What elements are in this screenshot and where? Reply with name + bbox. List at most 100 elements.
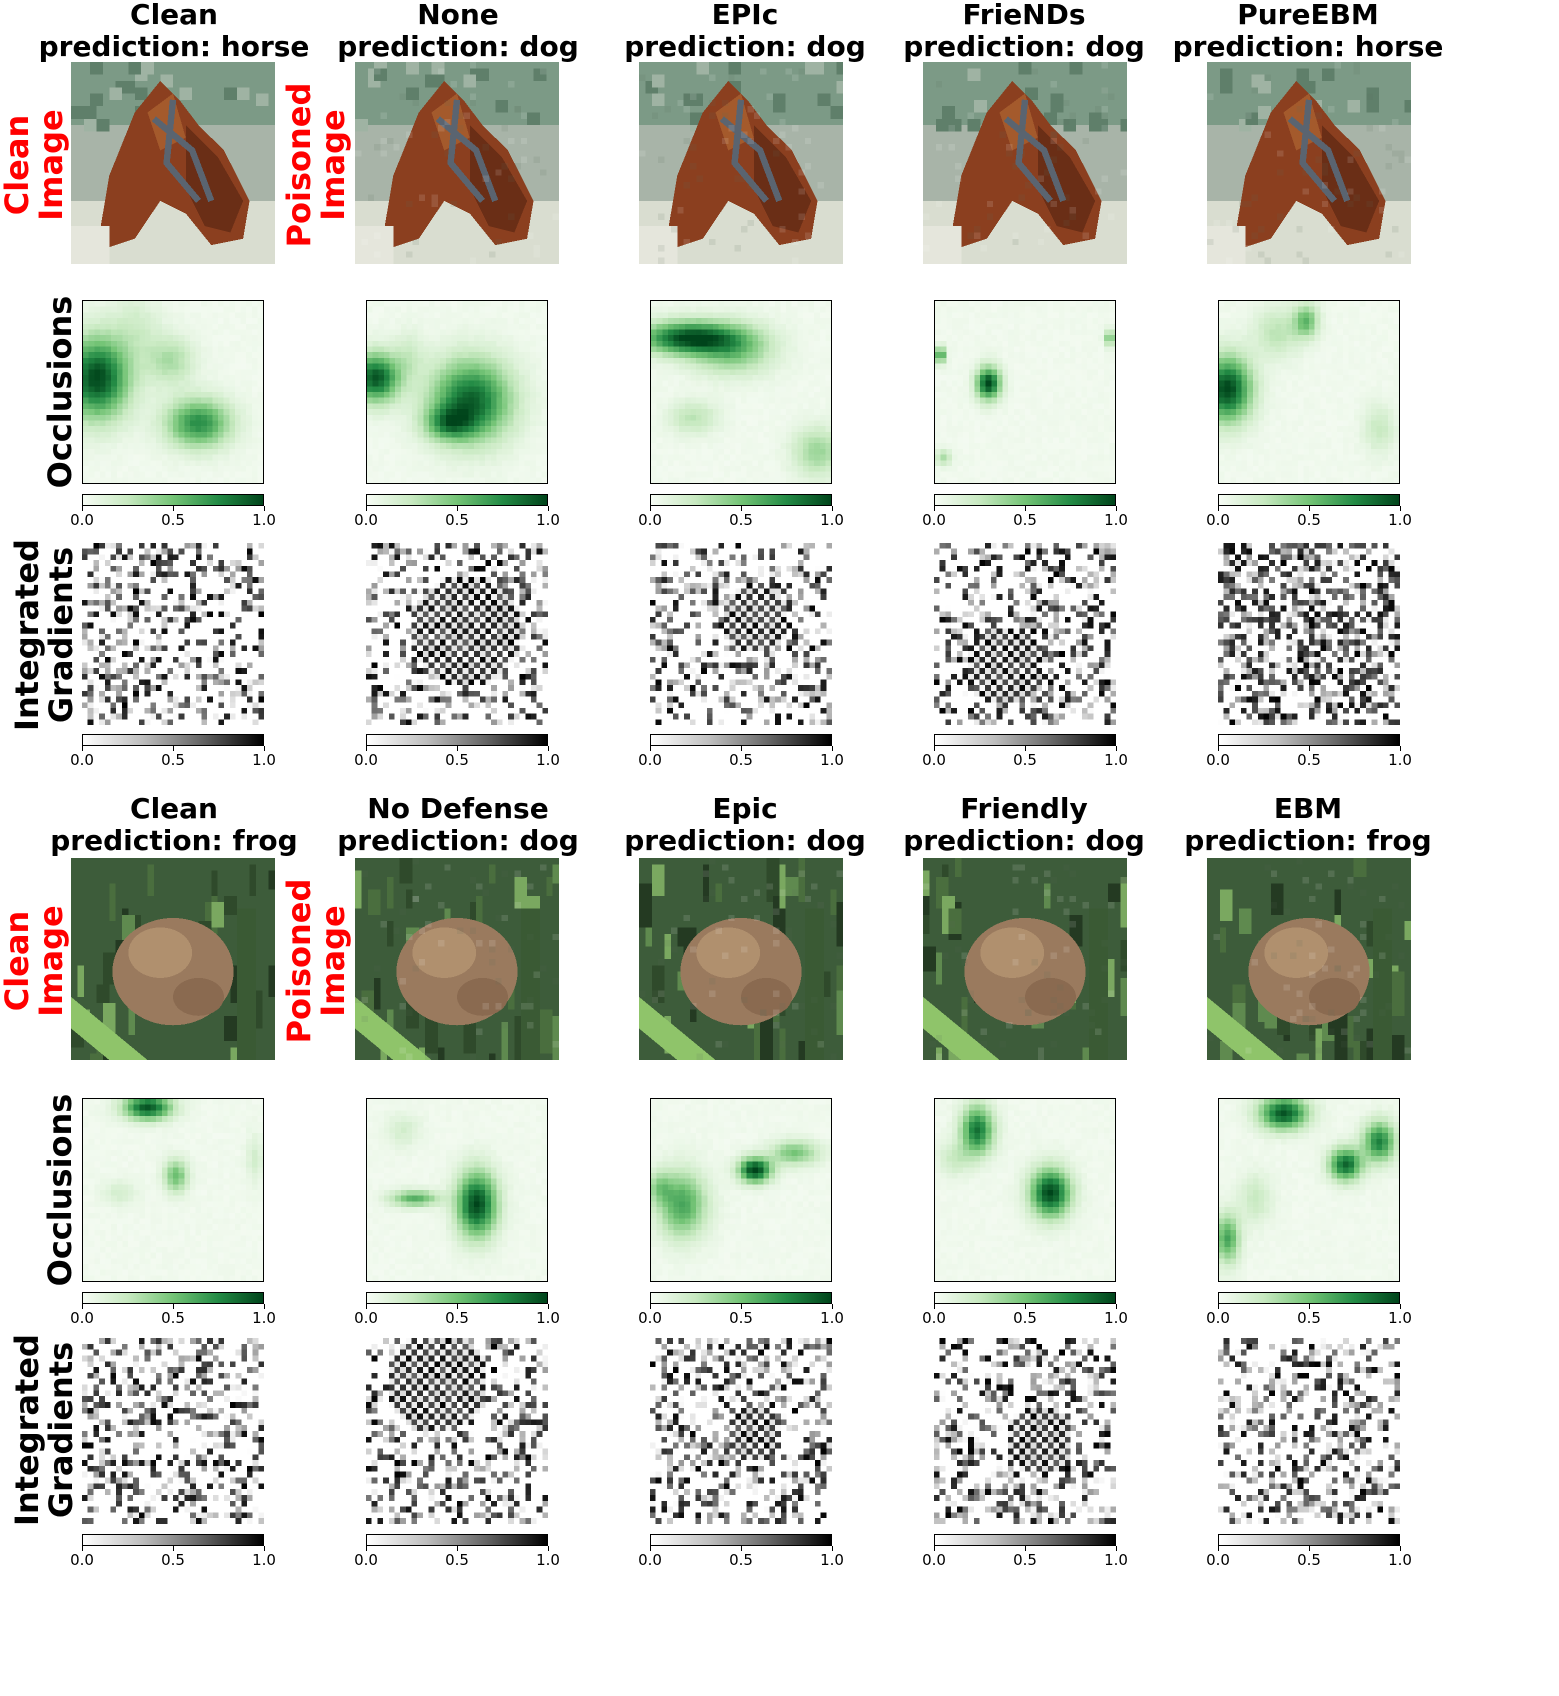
occlusion-heatmap	[1218, 1098, 1400, 1282]
colorbar-occlusions-1-3	[650, 494, 832, 506]
colorbar-ig-1-4	[934, 734, 1116, 746]
colorbar-tick-mark	[547, 506, 549, 511]
colorbar-tick-mark	[831, 1546, 833, 1551]
colorbar-tick-mark	[365, 1546, 367, 1551]
colorbar-tick-label: 0.0	[354, 511, 378, 529]
colorbar-tick-label: 1.0	[820, 1551, 844, 1569]
column-title-method: Clean	[130, 0, 218, 31]
colorbar-ig-2-5	[1218, 1534, 1400, 1546]
column-title-2: No Defense prediction: dog	[308, 793, 608, 857]
colorbar-tick-mark	[933, 506, 935, 511]
colorbar-tick-mark	[740, 506, 742, 511]
colorbar-tick-mark	[649, 746, 651, 751]
colorbar-tick-label: 0.5	[1013, 1309, 1037, 1327]
column-title-5: PureEBM prediction: horse	[1158, 0, 1458, 63]
column-title-prediction: prediction: dog	[337, 824, 579, 857]
colorbar-occlusions-1-4	[934, 494, 1116, 506]
integrated-gradients-map	[934, 543, 1116, 725]
column-title-4: FrieNDs prediction: dog	[874, 0, 1174, 63]
column-title-prediction: prediction: horse	[1172, 30, 1444, 63]
colorbar-tick-label: 1.0	[536, 1309, 560, 1327]
poisoned-image	[923, 62, 1127, 264]
column-title-1: Clean prediction: horse	[24, 0, 324, 63]
colorbar-occlusions-2-4	[934, 1292, 1116, 1304]
colorbar-tick-label: 1.0	[820, 511, 844, 529]
colorbar-tick-label: 0.5	[1013, 751, 1037, 769]
colorbar-tick-label: 0.5	[729, 511, 753, 529]
colorbar-tick-mark	[172, 1546, 174, 1551]
colorbar-occlusions-2-3	[650, 1292, 832, 1304]
colorbar-tick-label: 1.0	[536, 1551, 560, 1569]
occlusion-heatmap	[366, 1098, 548, 1282]
colorbar-tick-mark	[263, 746, 265, 751]
occlusions-row-label: Occlusions	[41, 295, 79, 489]
colorbar-tick-label: 1.0	[1388, 751, 1412, 769]
colorbar-tick-mark	[172, 746, 174, 751]
poisoned-image	[355, 62, 559, 264]
colorbar-tick-mark	[649, 506, 651, 511]
colorbar-tick-mark	[740, 746, 742, 751]
colorbar-tick-mark	[456, 746, 458, 751]
colorbar-tick-label: 0.5	[1013, 1551, 1037, 1569]
colorbar-occlusions-1-1	[82, 494, 264, 506]
colorbar-tick-mark	[1115, 1546, 1117, 1551]
colorbar-tick-label: 0.5	[445, 1551, 469, 1569]
colorbar-tick-label: 1.0	[1388, 1309, 1412, 1327]
integrated-gradients-map	[82, 543, 264, 725]
colorbar-tick-mark	[740, 1546, 742, 1551]
colorbar-tick-mark	[81, 746, 83, 751]
colorbar-tick-label: 1.0	[820, 1309, 844, 1327]
column-title-method: Clean	[130, 792, 218, 825]
colorbar-tick-label: 1.0	[1104, 1309, 1128, 1327]
colorbar-tick-mark	[365, 506, 367, 511]
integrated-gradients-map	[1218, 543, 1400, 725]
colorbar-tick-label: 0.5	[161, 751, 185, 769]
integrated-gradients-map	[366, 543, 548, 725]
colorbar-ig-2-3	[650, 1534, 832, 1546]
colorbar-tick-label: 0.5	[445, 1309, 469, 1327]
colorbar-tick-mark	[263, 506, 265, 511]
colorbar-tick-label: 0.5	[161, 1309, 185, 1327]
integrated-gradients-row-label: Integrated Gradients	[8, 539, 80, 731]
colorbar-tick-mark	[1399, 506, 1401, 511]
colorbar-ig-1-1	[82, 734, 264, 746]
colorbar-tick-label: 1.0	[820, 751, 844, 769]
column-title-prediction: prediction: frog	[1184, 824, 1432, 857]
integrated-gradients-map	[934, 1338, 1116, 1524]
column-title-method: PureEBM	[1237, 0, 1379, 31]
occlusion-heatmap	[82, 1098, 264, 1282]
colorbar-tick-mark	[1024, 746, 1026, 751]
colorbar-ig-2-2	[366, 1534, 548, 1546]
colorbar-occlusions-2-1	[82, 1292, 264, 1304]
colorbar-tick-mark	[172, 1304, 174, 1309]
occlusion-heatmap	[650, 1098, 832, 1282]
colorbar-tick-mark	[365, 1304, 367, 1309]
colorbar-tick-mark	[831, 1304, 833, 1309]
colorbar-tick-mark	[1399, 1546, 1401, 1551]
colorbar-tick-mark	[740, 1304, 742, 1309]
column-title-method: FrieNDs	[962, 0, 1086, 31]
column-title-method: Friendly	[960, 792, 1088, 825]
colorbar-ig-2-1	[82, 1534, 264, 1546]
column-title-method: Epic	[712, 792, 778, 825]
column-title-method: No Defense	[367, 792, 549, 825]
column-title-5: EBM prediction: frog	[1158, 793, 1458, 857]
integrated-gradients-map	[650, 1338, 832, 1524]
colorbar-tick-mark	[172, 506, 174, 511]
colorbar-tick-mark	[933, 746, 935, 751]
column-title-2: None prediction: dog	[308, 0, 608, 63]
colorbar-tick-label: 0.0	[70, 1551, 94, 1569]
colorbar-tick-label: 0.5	[729, 751, 753, 769]
colorbar-tick-label: 1.0	[1388, 1551, 1412, 1569]
colorbar-tick-mark	[1399, 1304, 1401, 1309]
colorbar-tick-label: 1.0	[252, 1309, 276, 1327]
colorbar-tick-label: 0.5	[1297, 511, 1321, 529]
colorbar-tick-mark	[1308, 506, 1310, 511]
colorbar-tick-mark	[456, 1304, 458, 1309]
integrated-gradients-map	[82, 1338, 264, 1524]
clean-image	[71, 62, 275, 264]
column-title-4: Friendly prediction: dog	[874, 793, 1174, 857]
colorbar-tick-label: 0.0	[1206, 1551, 1230, 1569]
colorbar-tick-mark	[1308, 1304, 1310, 1309]
colorbar-tick-label: 0.5	[445, 751, 469, 769]
